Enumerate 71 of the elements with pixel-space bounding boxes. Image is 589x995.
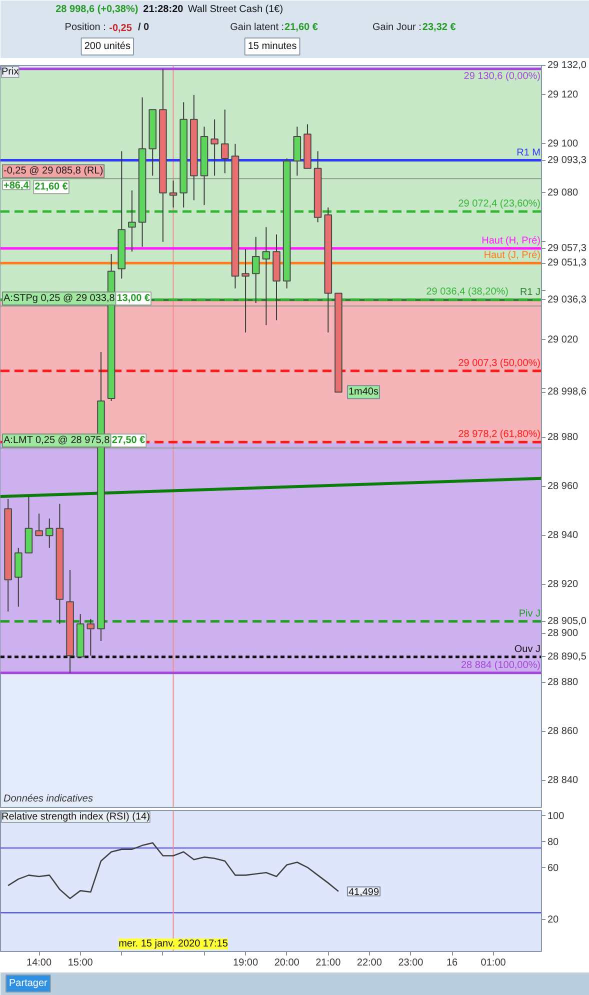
y-tick-label: 29 132,0	[548, 60, 587, 71]
text: 15 minutes	[248, 41, 297, 52]
annotation: 1m40s	[348, 386, 378, 398]
y-tick-label: 100	[548, 811, 565, 822]
ref-line-label: Ouv J	[514, 644, 541, 655]
y-tick-label: 28 998,6	[548, 386, 587, 398]
ref-line-label: 28 978,2 (61,80%)	[458, 429, 540, 440]
text: -0,25	[109, 23, 132, 34]
ref-line-label: A:STPg 0,25 @ 29 033,8	[4, 292, 116, 304]
text: Partager	[9, 978, 48, 989]
x-tick-label: 16	[446, 958, 458, 968]
annotation: 27,50 €	[112, 435, 146, 446]
ref-line-label: A:LMT 0,25 @ 28 975,8	[4, 435, 110, 446]
y-tick-label: 60	[548, 862, 560, 874]
ref-line-label: R1 M	[516, 147, 541, 158]
text: 28 998,6 (+0,38%)	[56, 4, 138, 15]
y-tick-label: 28 840	[548, 775, 579, 786]
annotation: Données indicatives	[4, 794, 93, 804]
annotation: 13,00 €	[116, 292, 151, 304]
ref-line-label: 29 007,3 (50,00%)	[458, 358, 540, 369]
ref-line-label: R1 J	[520, 286, 540, 298]
x-tick-label: 21:00	[316, 958, 342, 968]
chart-title: Relative strength index (RSI) (14)	[2, 812, 150, 822]
text: Gain latent :	[230, 22, 284, 33]
y-tick-label: 80	[548, 837, 560, 848]
ref-line-label: Haut (J, Pré)	[484, 250, 541, 262]
y-tick-label: 28 980	[548, 432, 579, 444]
chart-title: Prix	[2, 66, 19, 78]
y-tick-label: 28 940	[548, 530, 579, 542]
ref-line-label: Haut (H, Pré)	[482, 235, 541, 246]
x-tick-label: 19:00	[233, 958, 258, 968]
ref-line-label: mer. 15 janv. 2020 17:15	[118, 938, 228, 950]
annotation: 41,499	[348, 886, 380, 898]
ref-line-label: -0,25 @ 29 085,8 (RL)	[4, 166, 104, 177]
y-tick-label: 28 880	[548, 677, 579, 688]
x-tick-label: 14:00	[26, 958, 52, 968]
y-tick-label: 28 900	[548, 628, 579, 640]
x-tick-label: 01:00	[480, 958, 506, 968]
text: 21,60 €	[284, 22, 318, 33]
x-tick-label: 22:00	[356, 958, 382, 968]
text: 21:28:20	[143, 4, 184, 15]
ref-line-label: 29 036,4 (38,20%)	[426, 286, 508, 298]
ref-line-label: 29 130,6 (0,00%)	[464, 70, 540, 82]
y-tick-label: 29 120	[548, 89, 579, 100]
annotation: 21,60 €	[34, 182, 68, 193]
y-tick-label: 29 020	[548, 334, 579, 346]
text: 23,32 €	[422, 22, 456, 33]
y-tick-label: 29 036,3	[548, 294, 587, 306]
x-tick-label: 15:00	[68, 958, 94, 968]
text: / 0	[138, 22, 150, 33]
annotation: +86,4	[4, 180, 30, 192]
ref-line-label: 29 072,4 (23,60%)	[458, 198, 540, 210]
ref-line-label: 28 884 (100,00%)	[461, 660, 541, 671]
y-tick-label: 20	[548, 914, 560, 926]
y-tick-label: 29 093,3	[548, 154, 587, 166]
x-tick-label: 20:00	[274, 958, 300, 968]
x-tick-label: 23:00	[398, 958, 424, 968]
y-tick-label: 28 890,5	[548, 651, 587, 662]
text: Gain Jour :	[372, 22, 422, 33]
text: 200 unités	[84, 41, 130, 52]
y-tick-label: 29 080	[548, 187, 579, 198]
text: Position :	[64, 22, 106, 33]
y-tick-label: 28 960	[548, 481, 579, 492]
y-tick-label: 29 057,3	[548, 242, 587, 254]
y-tick-label: 28 860	[548, 726, 579, 738]
text: Wall Street Cash (1€)	[188, 4, 284, 15]
y-tick-label: 28 905,0	[548, 616, 587, 627]
y-tick-label: 28 920	[548, 579, 579, 590]
ref-line-label: Piv J	[518, 608, 540, 620]
y-tick-label: 29 051,3	[548, 258, 587, 269]
y-tick-label: 29 100	[548, 138, 579, 150]
